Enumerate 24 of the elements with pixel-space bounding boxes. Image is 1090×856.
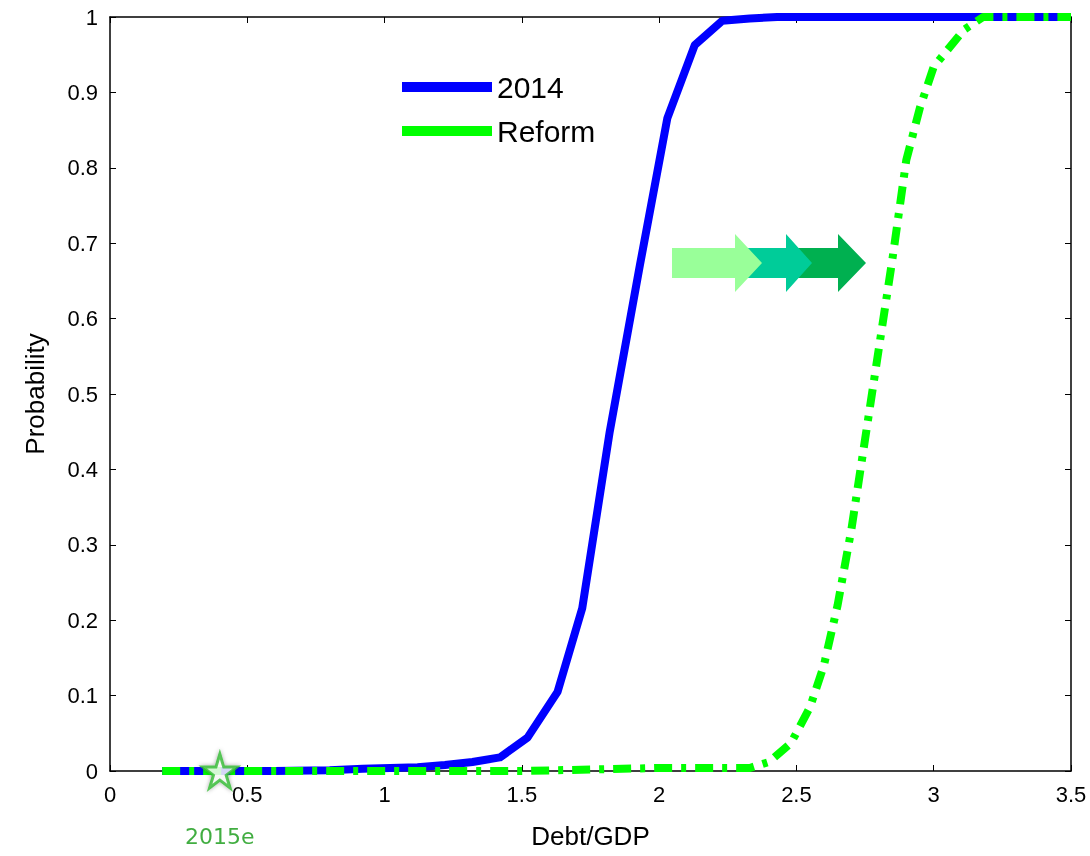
- legend-label: 2014: [497, 70, 564, 104]
- y-tick-label: 1: [85, 4, 98, 30]
- legend-label: Reform: [497, 114, 596, 148]
- x-tick-label: 3.5: [1055, 781, 1087, 807]
- y-tick-label: 0.5: [67, 381, 98, 407]
- x-tick-label: 3: [927, 781, 940, 807]
- y-tick-label: 0.8: [67, 155, 98, 181]
- x-tick-label: 2.5: [781, 781, 812, 807]
- x-tick-label: 0: [103, 781, 117, 807]
- x-tick-label: 1: [378, 781, 391, 807]
- y-tick-label: 0.3: [67, 532, 98, 558]
- x-tick-label: 2: [653, 781, 666, 807]
- y-tick-label: 0.1: [67, 683, 98, 709]
- y-tick-label: 0.7: [67, 230, 98, 256]
- annotation: 2015e: [185, 824, 255, 849]
- y-tick-label: 0: [85, 758, 98, 784]
- x-axis-title: Debt/GDP: [531, 821, 650, 851]
- x-tick-label: 1.5: [506, 781, 538, 807]
- y-tick-label: 0.2: [67, 607, 98, 633]
- y-axis-title: Probability: [20, 333, 50, 455]
- y-tick-label: 0.4: [67, 456, 98, 482]
- y-tick-label: 0.6: [67, 306, 98, 332]
- x-tick-label: 0.5: [231, 781, 263, 807]
- y-tick-label: 0.9: [67, 79, 98, 105]
